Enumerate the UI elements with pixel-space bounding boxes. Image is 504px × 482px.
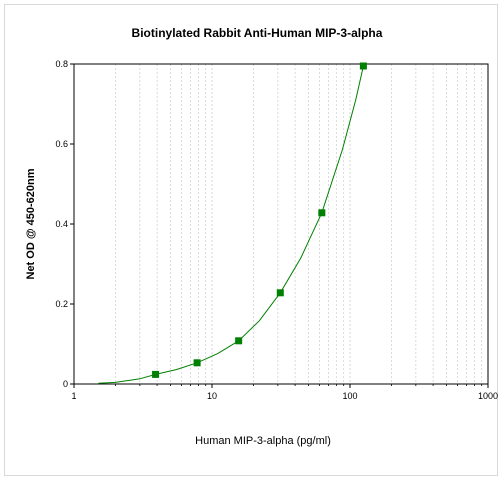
data-point-marker xyxy=(359,62,367,70)
plot-area xyxy=(73,63,489,385)
x-tick-label: 100 xyxy=(342,391,357,401)
axis-ticks: 1 10 100 1000 0 0.2 0.4 0.6 0.8 xyxy=(55,59,498,401)
x-tick-label: 10 xyxy=(207,391,217,401)
y-tick-label: 0 xyxy=(63,379,68,389)
fit-curve-layer xyxy=(98,65,364,384)
data-point-marker xyxy=(235,337,243,345)
y-tick-label: 0.6 xyxy=(55,139,68,149)
data-point-marker xyxy=(152,370,160,378)
grid xyxy=(73,64,489,384)
data-point-marker xyxy=(318,209,326,217)
fit-curve-line xyxy=(98,65,364,384)
chart-title: Biotinylated Rabbit Anti-Human MIP-3-alp… xyxy=(132,26,383,40)
y-tick-label: 0.2 xyxy=(55,299,68,309)
y-axis-label: Net OD @ 450-620nm xyxy=(25,168,37,279)
y-tick-label: 0.4 xyxy=(55,219,68,229)
y-tick-label: 0.8 xyxy=(55,59,68,69)
data-point-marker xyxy=(276,289,284,297)
data-points xyxy=(152,62,367,378)
x-tick-label: 1000 xyxy=(478,391,498,401)
x-tick-label: 1 xyxy=(71,391,76,401)
x-axis-label: Human MIP-3-alpha (pg/ml) xyxy=(195,435,331,447)
data-point-marker xyxy=(193,359,201,367)
